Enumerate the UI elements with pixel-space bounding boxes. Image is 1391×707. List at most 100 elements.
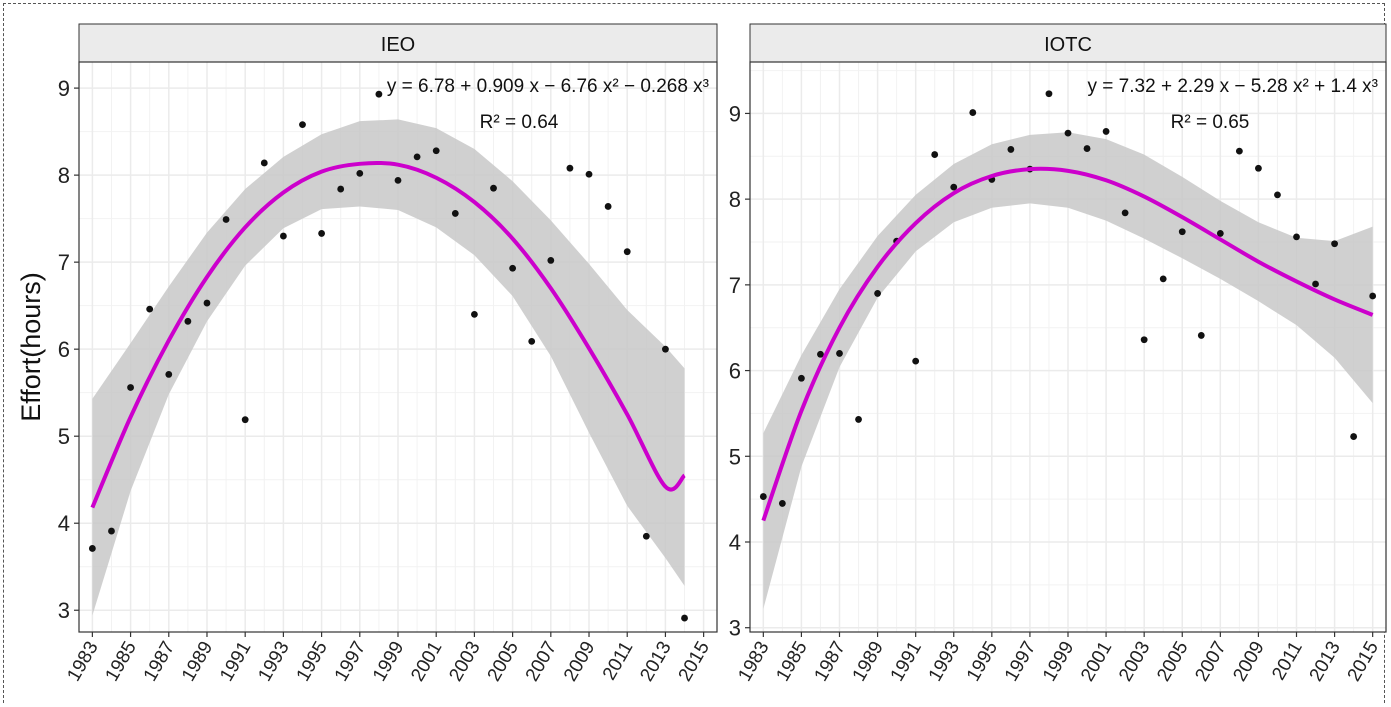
y-tick-label: 3 xyxy=(729,616,741,641)
data-point xyxy=(375,90,383,98)
x-tick-label: 1999 xyxy=(369,638,408,685)
x-tick-label: 1999 xyxy=(1039,638,1078,685)
data-point xyxy=(623,248,631,256)
data-point xyxy=(260,159,268,167)
data-point xyxy=(950,183,958,191)
data-point xyxy=(241,416,249,424)
x-tick-label: 1995 xyxy=(293,638,332,685)
data-point xyxy=(146,305,154,313)
data-point xyxy=(969,109,977,116)
data-point xyxy=(356,169,364,177)
data-point xyxy=(432,147,440,155)
panel-ieo: IEO3456789198319851987198919911993199519… xyxy=(58,23,718,685)
y-tick-label: 6 xyxy=(58,337,70,362)
x-tick-label: 2007 xyxy=(1191,638,1230,685)
data-point xyxy=(855,416,862,423)
panel-title: IOTC xyxy=(1044,34,1092,56)
data-point xyxy=(1369,292,1377,300)
confidence-band xyxy=(92,119,685,616)
y-axis: 3 4 5 6 7 8 9 xyxy=(58,76,79,623)
x-tick-label: 2005 xyxy=(1153,638,1192,685)
data-point xyxy=(585,170,593,178)
data-point xyxy=(528,337,536,345)
data-point xyxy=(203,299,211,307)
x-tick-label: 1995 xyxy=(963,638,1002,685)
y-tick-label: 7 xyxy=(729,273,741,298)
data-point xyxy=(299,121,306,129)
x-tick-label: 2015 xyxy=(675,638,714,685)
data-point xyxy=(547,257,555,264)
x-tick-label: 1985 xyxy=(102,638,141,685)
data-point xyxy=(490,184,497,192)
x-tick-label: 1987 xyxy=(811,638,850,685)
x-tick-label: 2009 xyxy=(560,638,599,685)
x-tick-label: 2007 xyxy=(522,638,561,685)
data-point xyxy=(1235,147,1243,155)
data-point xyxy=(681,614,688,622)
data-point xyxy=(1121,209,1129,217)
y-tick-label: 5 xyxy=(58,424,70,449)
data-points xyxy=(88,90,688,622)
x-tick-label: 2001 xyxy=(407,638,446,685)
x-tick-label: 1989 xyxy=(178,638,217,685)
data-point xyxy=(451,210,459,217)
x-tick-label: 1993 xyxy=(925,638,964,685)
y-tick-label: 8 xyxy=(729,187,741,212)
x-tick-label: 2001 xyxy=(1077,638,1116,685)
r-squared-label: R² = 0.64 xyxy=(480,112,559,133)
x-tick-label: 2009 xyxy=(1229,638,1268,685)
x-tick-label: 1989 xyxy=(849,638,888,685)
data-point xyxy=(1274,191,1281,199)
data-point xyxy=(1331,240,1338,248)
x-tick-label: 2011 xyxy=(599,638,638,684)
data-point xyxy=(1350,433,1358,440)
data-point xyxy=(662,345,669,353)
panel-strip xyxy=(749,23,1387,63)
y-tick-label: 5 xyxy=(729,444,741,469)
x-tick-label: 1993 xyxy=(254,638,293,685)
y-axis: 3 4 5 6 7 8 9 xyxy=(729,101,750,641)
data-point xyxy=(1045,90,1053,98)
data-point xyxy=(931,151,939,158)
y-tick-label: 4 xyxy=(729,530,741,555)
x-tick-label: 1983 xyxy=(734,638,773,685)
y-tick-label: 6 xyxy=(729,359,741,384)
data-point xyxy=(759,493,767,500)
x-axis: 1983198519871989199119931995199719992001… xyxy=(734,632,1383,685)
x-tick-label: 2013 xyxy=(1306,638,1345,685)
x-tick-label: 1997 xyxy=(1001,638,1040,685)
data-point xyxy=(279,232,287,240)
data-point xyxy=(778,500,786,507)
data-point xyxy=(817,350,824,358)
data-point xyxy=(912,357,920,365)
data-point xyxy=(1064,129,1072,137)
x-tick-label: 1985 xyxy=(772,638,811,685)
data-point xyxy=(127,384,134,391)
x-tick-label: 1983 xyxy=(63,638,102,685)
data-point xyxy=(394,176,402,184)
y-tick-label: 9 xyxy=(58,76,70,101)
data-point xyxy=(1255,164,1262,172)
y-tick-label: 7 xyxy=(58,250,70,275)
data-point xyxy=(1102,128,1110,135)
x-tick-label: 1997 xyxy=(331,638,370,685)
x-tick-label: 2003 xyxy=(1115,638,1154,685)
data-point xyxy=(566,164,574,172)
data-point xyxy=(1007,146,1015,153)
x-tick-label: 2015 xyxy=(1344,638,1383,685)
y-tick-label: 8 xyxy=(58,163,70,188)
x-tick-label: 1987 xyxy=(140,638,179,685)
r-squared-label: R² = 0.65 xyxy=(1171,112,1250,133)
x-tick-label: 1991 xyxy=(887,638,926,685)
data-point xyxy=(222,216,230,223)
fit-line xyxy=(761,166,1374,522)
confidence-band xyxy=(763,132,1373,609)
y-tick-label: 4 xyxy=(58,511,70,536)
data-point xyxy=(1312,280,1319,288)
panel-iotc: IOTC345678919831985198719891991199319951… xyxy=(729,23,1387,685)
fit-line xyxy=(90,160,686,509)
data-point xyxy=(184,317,192,325)
data-point xyxy=(471,310,478,318)
data-point xyxy=(108,527,115,535)
